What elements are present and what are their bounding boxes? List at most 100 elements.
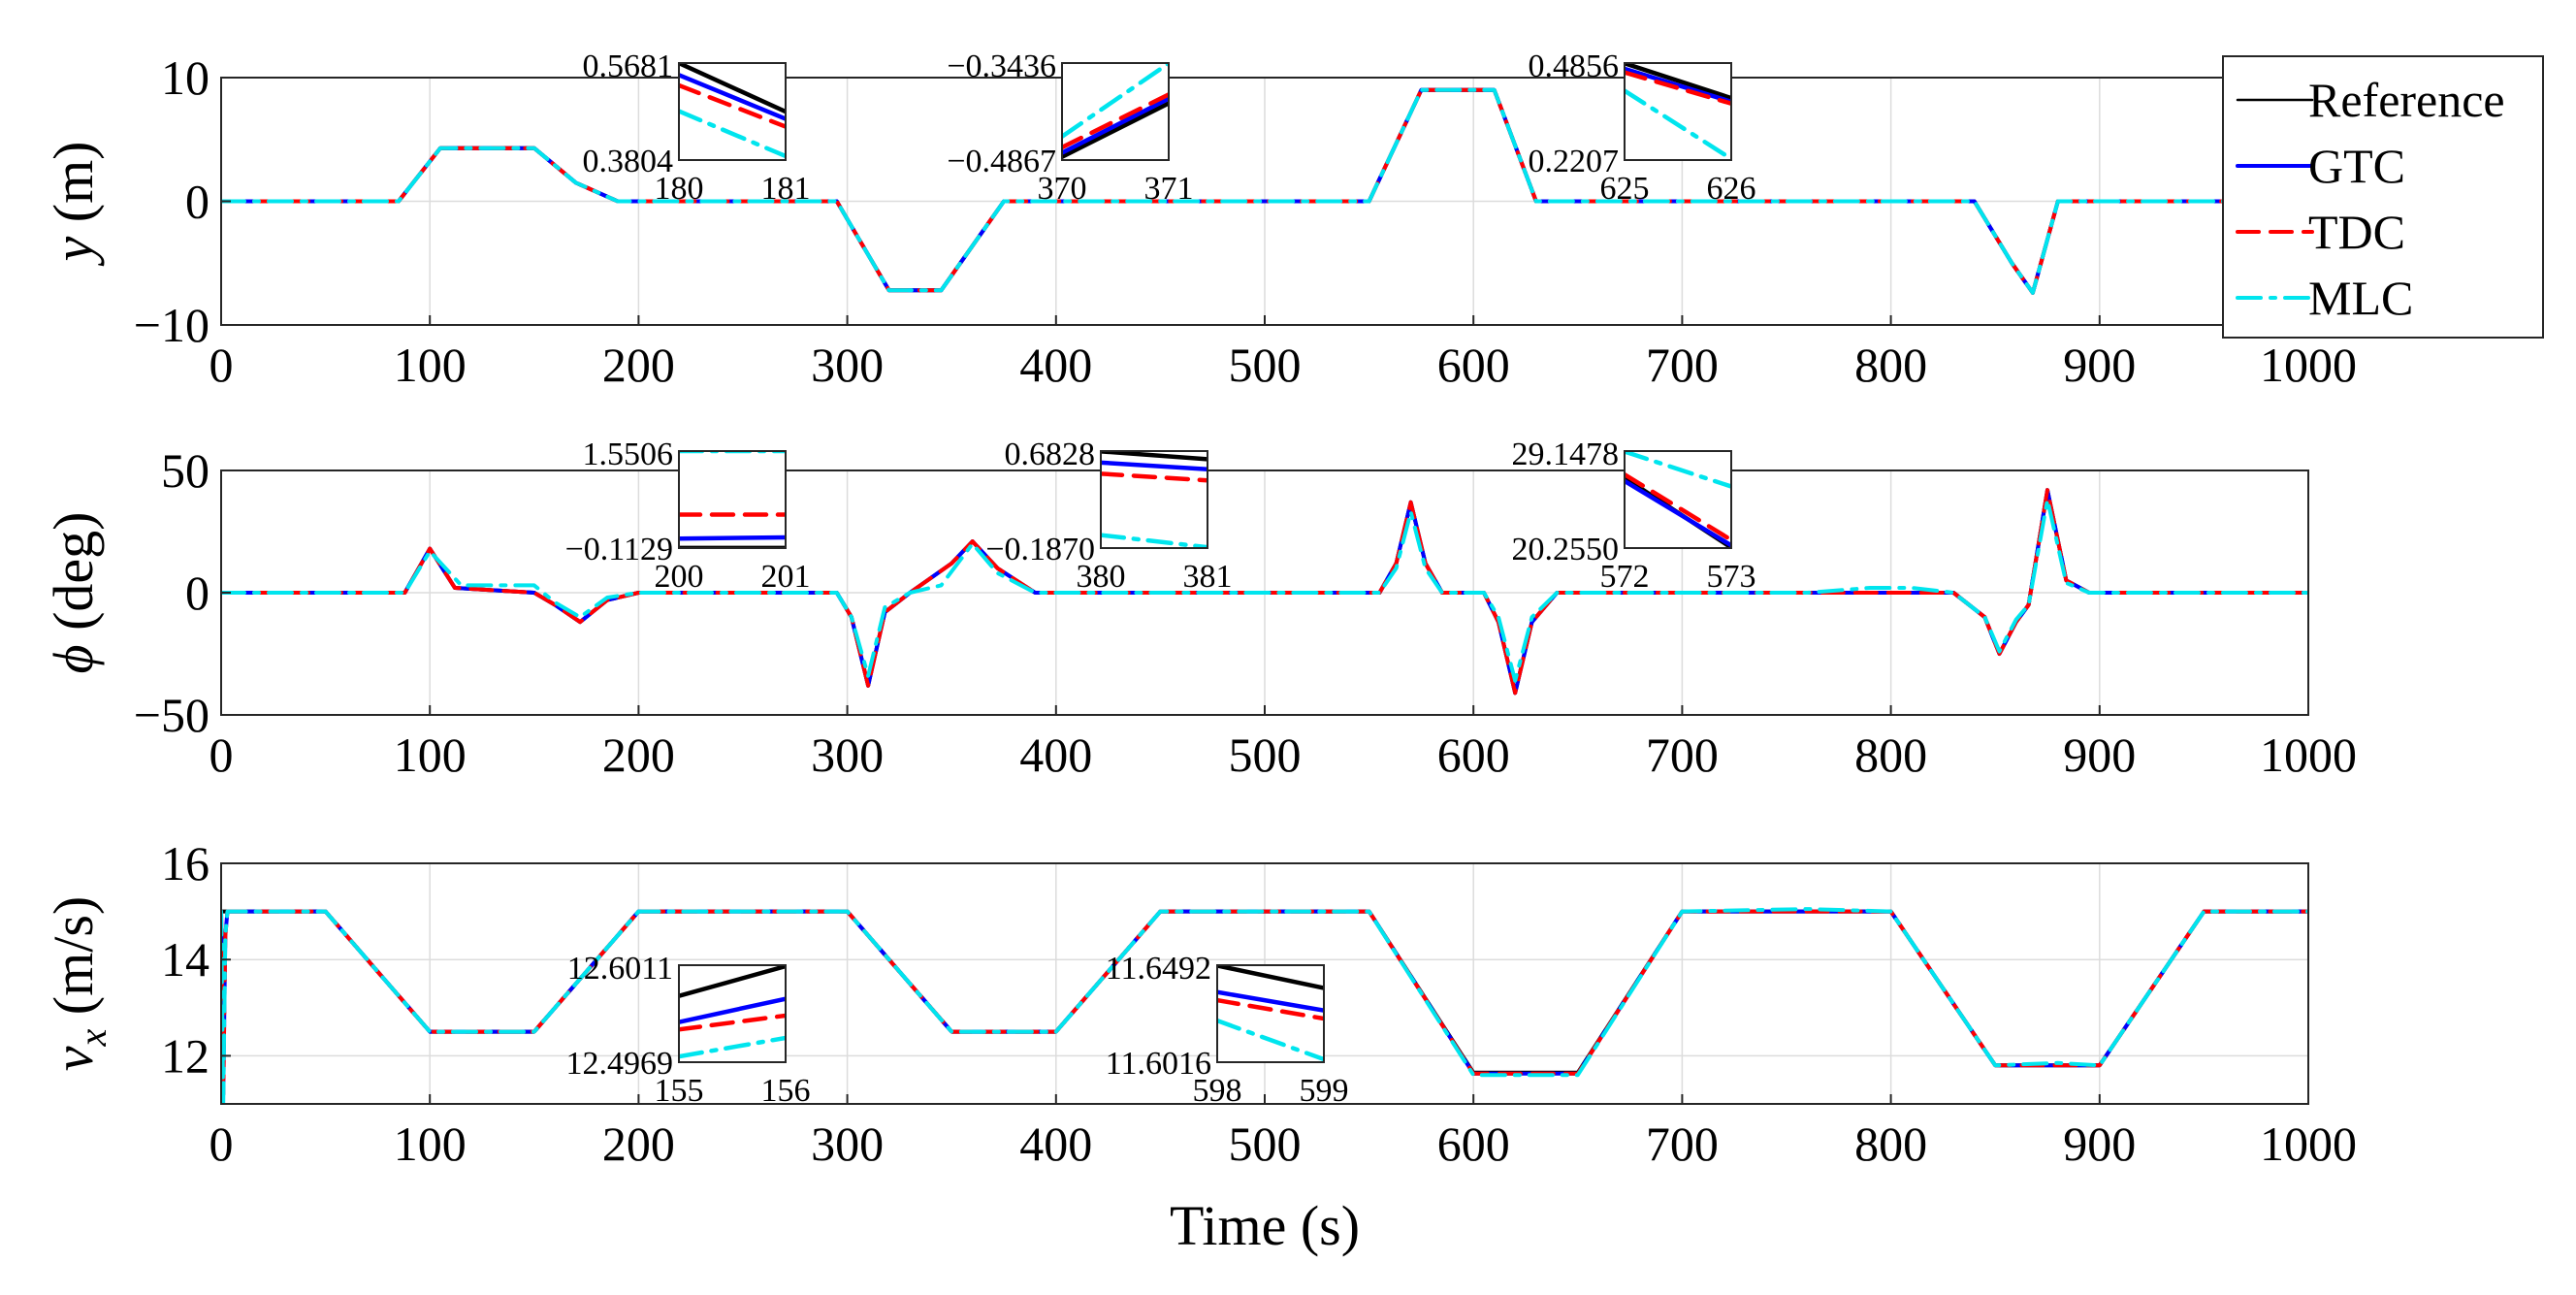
inset-series-mlc (679, 1035, 786, 1059)
inset-series-mlc (1625, 451, 1731, 489)
x-tick-label: 300 (811, 338, 884, 392)
inset-x-tick-label: 381 (1183, 559, 1233, 595)
series-group (221, 488, 2308, 696)
x-tick-label: 300 (811, 728, 884, 782)
inset-frame (678, 964, 787, 1063)
x-tick-label: 600 (1437, 728, 1510, 782)
x-tick-label: 300 (811, 1117, 884, 1171)
series-group (221, 907, 2308, 1104)
inset-frame (678, 62, 787, 161)
inset-series-gtc (679, 996, 786, 1024)
x-tick-label: 200 (602, 1117, 675, 1171)
x-tick-label: 1000 (2260, 338, 2357, 392)
inset-background (1217, 965, 1324, 1062)
inset-x-tick-label: 200 (655, 559, 704, 595)
inset-y-tick-label: 12.4969 (566, 1046, 674, 1082)
inset-y-tick-label: 20.2550 (1512, 532, 1620, 567)
inset-y-tick-label: 11.6016 (1106, 1046, 1211, 1082)
inset-x-tick-label: 599 (1300, 1073, 1349, 1109)
inset-series-group (679, 965, 786, 1059)
inset-x-tick-label: 156 (761, 1073, 811, 1109)
inset-series-group (1625, 63, 1731, 160)
inset-series-mlc (1062, 63, 1169, 140)
inset-x-tick-label: 573 (1707, 559, 1756, 595)
inset-x-tick-label: 181 (761, 171, 811, 207)
inset-y-tick-label: 0.2207 (1529, 144, 1620, 179)
inset-series-group (679, 63, 786, 159)
inset-series-tdc (679, 82, 786, 129)
inset-series-tdc (1101, 471, 1208, 483)
inset-frame (1100, 450, 1208, 549)
x-tick-label: 100 (394, 1117, 467, 1171)
inset-series-reference (679, 63, 786, 114)
inset-frame (1061, 62, 1170, 161)
inset-y-tick-label: 0.3804 (583, 144, 674, 179)
inset-y-tick-label: −0.3436 (947, 49, 1056, 84)
x-tick-label: 900 (2063, 728, 2136, 782)
inset-x-tick-label: 626 (1707, 171, 1756, 207)
panel-phi: 0 100 200 300 400 500 600 700 800 900 1000500−50ϕ … (42, 437, 2357, 782)
inset-series-tdc (1062, 92, 1169, 150)
inset-x-tick-label: 201 (761, 559, 811, 595)
inset-series-group (1625, 451, 1731, 548)
series-mlc (221, 87, 2308, 295)
y-tick-label: −10 (134, 298, 209, 352)
inset-series-tdc (679, 1013, 786, 1032)
y-axis-label: y (m) (42, 142, 105, 267)
x-tick-label: 700 (1646, 728, 1719, 782)
x-tick-label: 400 (1019, 338, 1092, 392)
x-tick-label: 400 (1019, 1117, 1092, 1171)
inset-series-gtc (1062, 96, 1169, 155)
x-tick-label: 200 (602, 338, 675, 392)
inset-series-mlc (1217, 1018, 1324, 1062)
inset-series-mlc (1625, 88, 1731, 160)
legend-label-mlc: MLC (2308, 271, 2413, 325)
x-tick-label: 100 (394, 728, 467, 782)
inset-frame (1216, 964, 1325, 1063)
x-tick-label: 800 (1854, 1117, 1927, 1171)
inset-series-reference (1625, 63, 1731, 101)
inset-x-tick-label: 155 (655, 1073, 704, 1109)
x-tick-label: 700 (1646, 338, 1719, 392)
y-tick-label: 12 (161, 1028, 209, 1083)
x-tick-label: 1000 (2260, 1117, 2357, 1171)
inset-series-mlc (679, 109, 786, 159)
inset-series-reference (1217, 965, 1324, 990)
inset-frame (1624, 450, 1732, 549)
legend: Reference GTC TDC MLC (2222, 55, 2544, 339)
y-tick-label: 16 (161, 836, 209, 890)
y-tick-label: −50 (134, 688, 209, 742)
x-tick-label: 800 (1854, 728, 1927, 782)
inset-series-tdc (1217, 997, 1324, 1021)
x-tick-label: 400 (1019, 728, 1092, 782)
legend-label-reference: Reference (2308, 73, 2505, 127)
inset-series-group (1101, 451, 1208, 548)
panel-y: 0 100 200 300 400 500 600 700 800 900 1000100−10y … (42, 49, 2357, 392)
inset-x-tick-label: 180 (655, 171, 704, 207)
inset-y-tick-label: −0.4867 (947, 144, 1056, 179)
x-tick-label: 0 (209, 1117, 234, 1171)
y-axis-label: vx (m/s) (42, 896, 114, 1071)
x-tick-label: 500 (1229, 728, 1302, 782)
x-tick-label: 600 (1437, 1117, 1510, 1171)
series-group (221, 87, 2308, 295)
inset-y-tick-label: 0.4856 (1529, 49, 1620, 84)
y-tick-label: 0 (185, 175, 209, 229)
x-axis-label: Time (s) (1170, 1194, 1360, 1257)
inset-x-tick-label: 598 (1193, 1073, 1242, 1109)
inset-series-tdc (1625, 70, 1731, 107)
inset-series-mlc (1101, 533, 1208, 548)
inset-series-gtc (1625, 478, 1731, 548)
x-tick-label: 700 (1646, 1117, 1719, 1171)
inset-series-gtc (1625, 66, 1731, 105)
x-tick-label: 500 (1229, 1117, 1302, 1171)
inset-y-tick-label: 0.6828 (1005, 437, 1096, 472)
inset-x-tick-label: 370 (1038, 171, 1087, 207)
inset-series-gtc (1101, 460, 1208, 471)
